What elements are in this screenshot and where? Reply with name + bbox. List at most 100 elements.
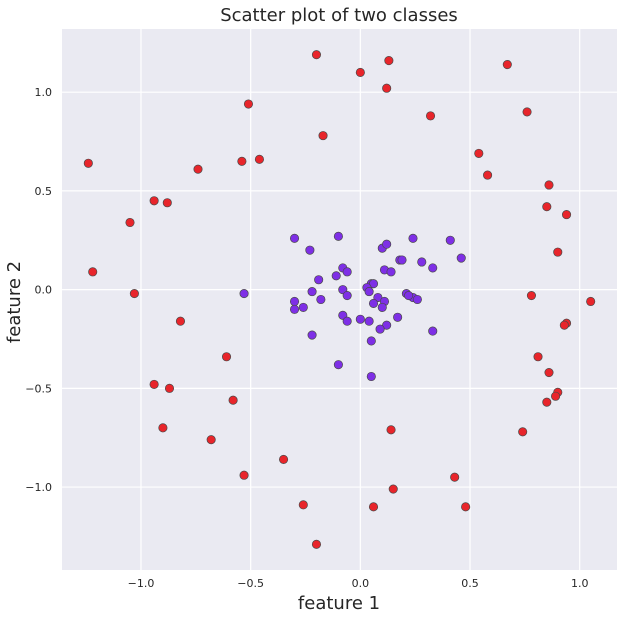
outer-class-point	[544, 368, 554, 378]
y-axis-label: feature 2	[4, 261, 25, 343]
outer-class-point	[483, 170, 493, 180]
outer-class-point	[461, 502, 471, 512]
inner-class-point	[331, 271, 341, 281]
inner-class-point	[368, 298, 379, 308]
outer-class-point	[586, 296, 596, 307]
inner-class-point	[368, 279, 379, 289]
y-tick-label: 0.5	[35, 185, 53, 198]
outer-class-point	[318, 131, 328, 141]
outer-class-point	[544, 180, 554, 190]
inner-class-point	[375, 324, 385, 334]
outer-class-point	[388, 484, 398, 494]
outer-class-point	[206, 435, 216, 445]
outer-class-point	[526, 291, 536, 301]
inner-class-point	[316, 294, 326, 305]
inner-class-point	[314, 275, 324, 285]
inner-class-point	[445, 235, 455, 245]
outer-class-point	[125, 217, 135, 228]
inner-class-point	[382, 320, 392, 330]
outer-class-point	[561, 210, 572, 220]
outer-class-point	[162, 198, 172, 208]
outer-class-point	[551, 391, 561, 401]
outer-class-point	[450, 472, 460, 482]
y-tick-label: 0.0	[35, 284, 53, 297]
inner-class-point	[342, 316, 352, 326]
x-axis-label: feature 1	[298, 593, 380, 614]
outer-class-point	[221, 352, 232, 362]
y-tick-label: −1.0	[25, 481, 52, 494]
inner-class-point	[342, 267, 352, 277]
x-tick-label: 0.5	[461, 577, 479, 590]
chart-title: Scatter plot of two classes	[220, 5, 458, 26]
outer-class-point	[522, 107, 532, 117]
outer-class-point	[474, 148, 484, 158]
outer-class-point	[254, 154, 264, 164]
x-tick-label: 1.0	[571, 577, 589, 590]
outer-class-point	[355, 67, 365, 77]
inner-class-point	[364, 316, 374, 326]
outer-class-point	[164, 383, 175, 393]
outer-class-point	[158, 423, 168, 433]
x-tick-label: −0.5	[237, 577, 264, 590]
inner-class-point	[382, 239, 392, 249]
inner-class-point	[366, 336, 376, 346]
inner-class-point	[342, 291, 352, 301]
inner-class-point	[333, 231, 343, 241]
outer-class-point	[298, 500, 308, 510]
x-tick-label: −1.0	[128, 577, 155, 590]
outer-class-point	[311, 50, 322, 60]
tick-labels: −1.0 −0.5 0.0 0.5 1.0 1.0 0.5 0.0 −0.5 −1.0	[25, 86, 588, 590]
outer-class-point	[559, 320, 569, 330]
inner-class-point	[307, 330, 317, 340]
inner-class-point	[307, 287, 317, 297]
inner-class-point	[417, 257, 427, 267]
outer-class-point	[542, 202, 552, 212]
outer-class-point	[228, 395, 238, 405]
inner-class-point	[397, 255, 407, 265]
outer-class-point	[149, 379, 159, 389]
outer-class-point	[368, 502, 379, 512]
inner-class-point	[404, 291, 414, 301]
inner-class-point	[428, 326, 438, 336]
inner-class-point	[393, 312, 403, 322]
inner-class-point	[298, 302, 308, 312]
outer-class-point	[88, 267, 98, 277]
inner-class-point	[333, 360, 343, 370]
outer-class-point	[193, 164, 203, 174]
grid-lines	[62, 29, 617, 570]
inner-class-point	[305, 245, 315, 255]
inner-class-point	[289, 296, 300, 307]
inner-class-point	[377, 302, 387, 312]
data-points	[83, 50, 596, 549]
outer-class-point	[386, 425, 396, 435]
outer-class-point	[502, 59, 512, 70]
outer-class-point	[553, 247, 563, 257]
inner-class-point	[355, 314, 365, 324]
inner-class-point	[456, 253, 466, 263]
inner-class-point	[289, 304, 300, 314]
outer-class-point	[311, 539, 322, 549]
inner-class-point	[364, 287, 374, 297]
outer-class-point	[243, 99, 254, 109]
x-tick-label: 0.0	[352, 577, 370, 590]
outer-class-point	[149, 196, 159, 206]
inner-class-point	[428, 263, 438, 273]
outer-class-point	[425, 111, 436, 121]
outer-class-point	[175, 316, 186, 326]
inner-class-point	[366, 371, 376, 382]
outer-class-point	[382, 83, 392, 93]
outer-class-point	[518, 427, 528, 437]
y-tick-label: −0.5	[25, 382, 52, 395]
outer-class-point	[239, 470, 249, 480]
outer-class-point	[384, 56, 394, 66]
inner-class-point	[386, 267, 396, 277]
outer-class-point	[129, 289, 139, 299]
inner-class-point	[412, 294, 422, 305]
outer-class-point	[533, 352, 543, 362]
y-tick-label: 1.0	[35, 86, 53, 99]
inner-class-point	[408, 233, 418, 243]
outer-class-point	[237, 156, 247, 166]
inner-class-point	[239, 289, 249, 299]
plot-area	[62, 29, 617, 570]
